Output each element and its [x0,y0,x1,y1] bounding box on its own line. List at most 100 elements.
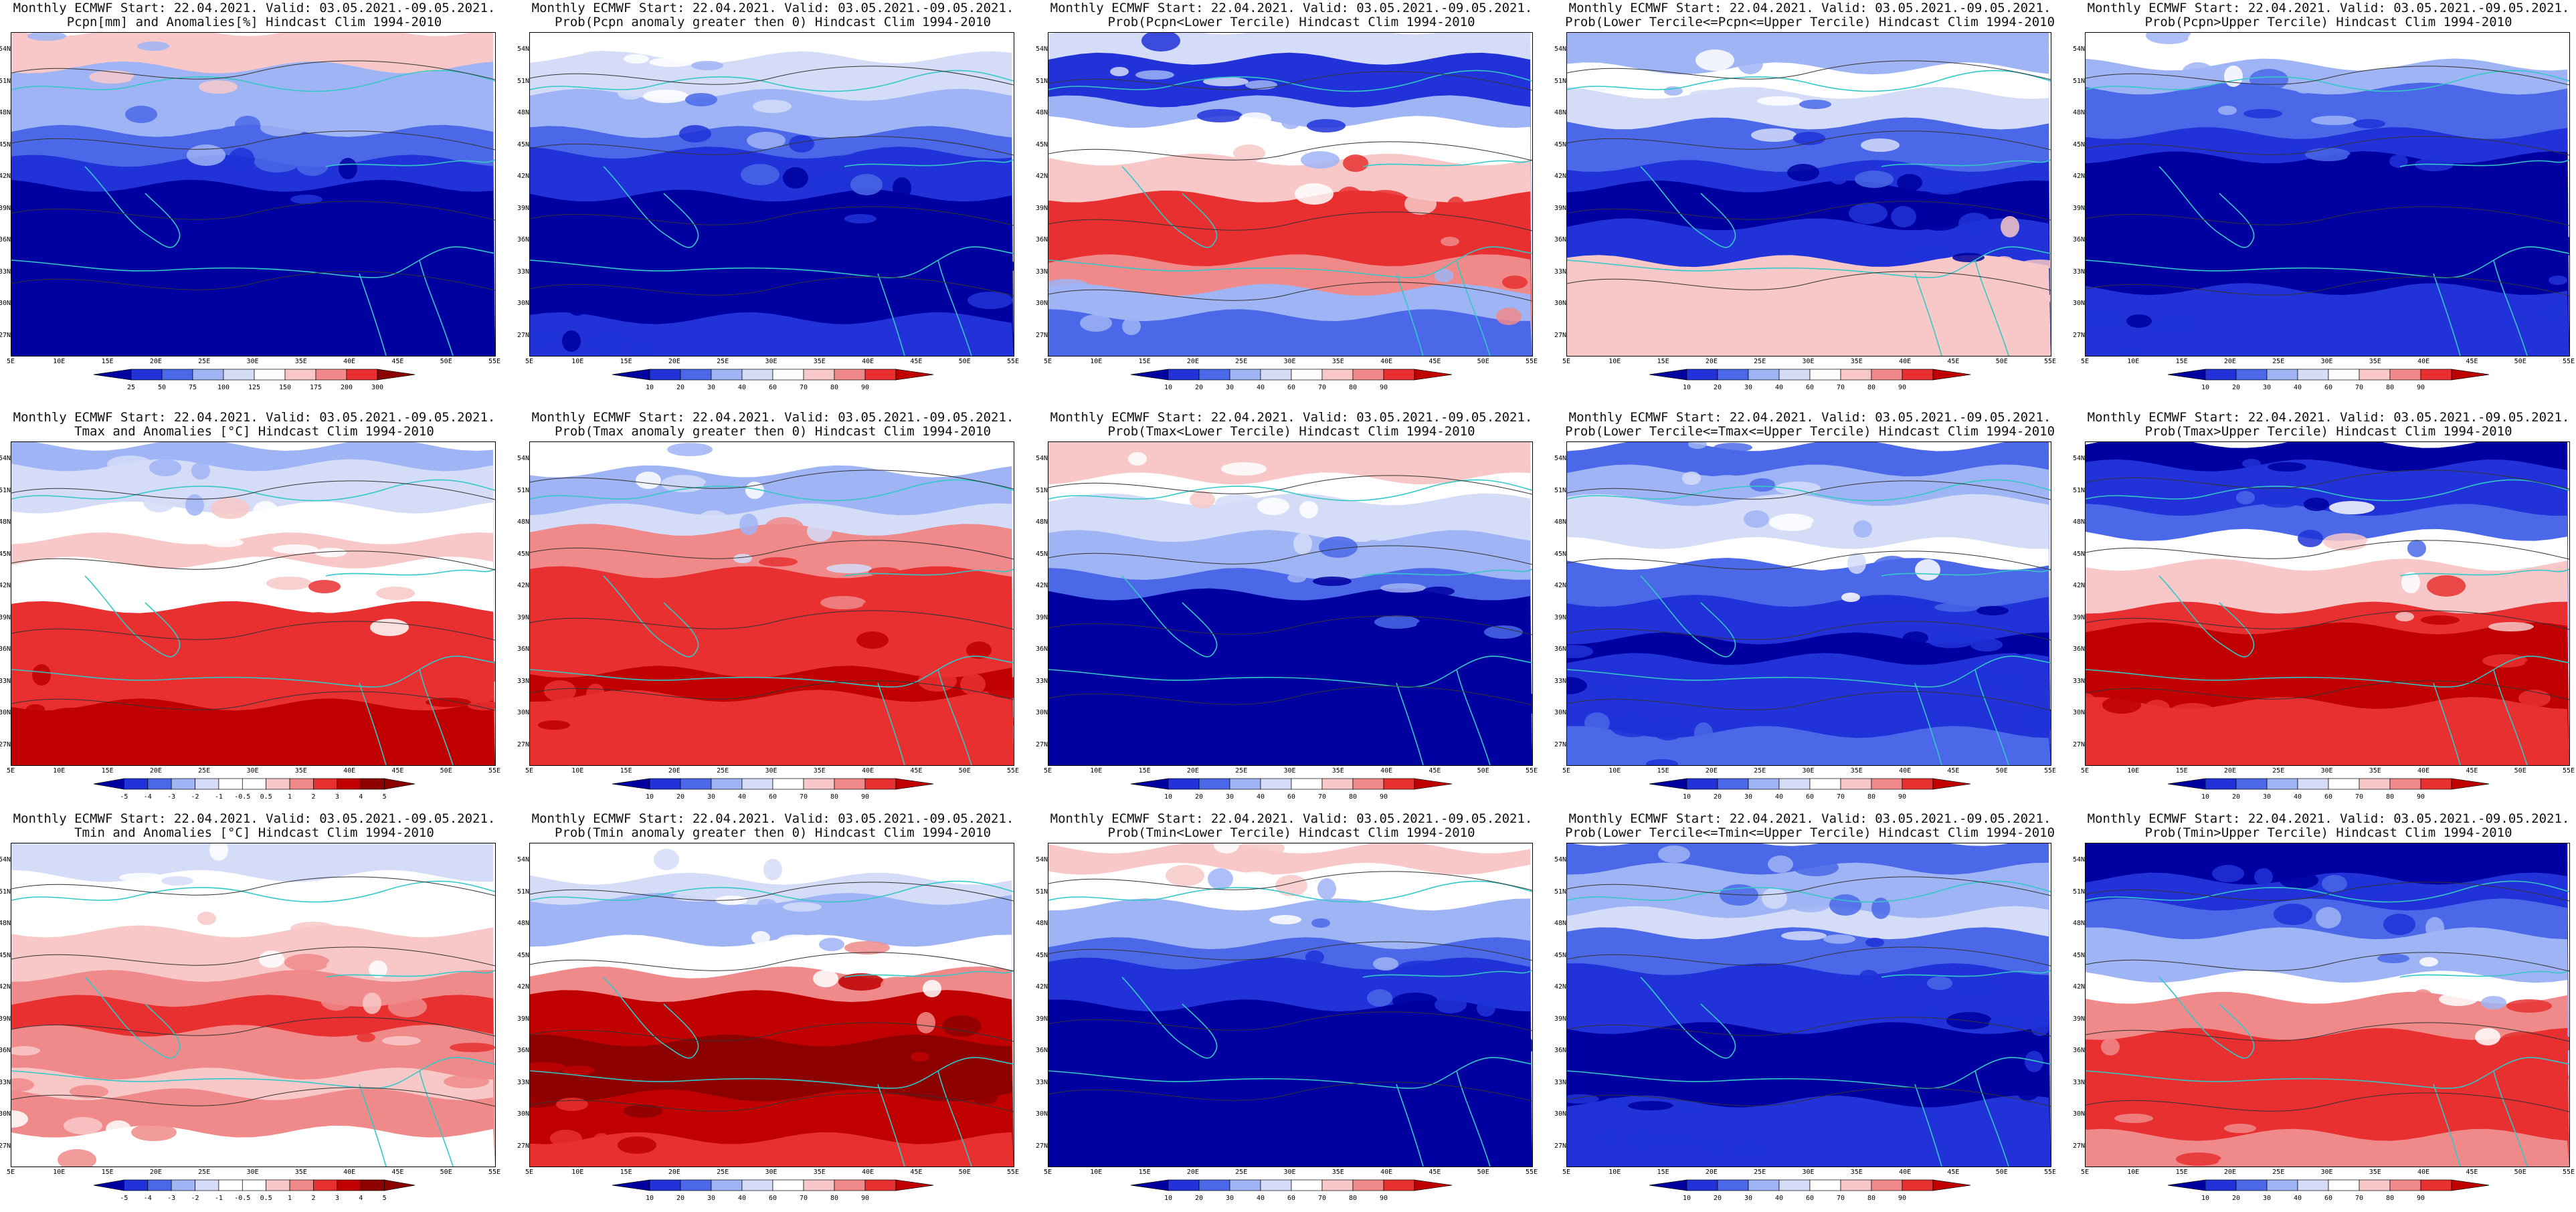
field-blob [64,67,89,80]
color-bar: 10 20 30 40 60 70 80 90 [611,777,935,804]
field-blob [260,119,306,136]
coastline [1048,1057,1532,1089]
forecast-map-panel: Monthly ECMWF Start: 22.04.2021. Valid: … [0,811,509,1212]
field-blob [2469,579,2494,600]
forecast-map-panel: Monthly ECMWF Start: 22.04.2021. Valid: … [517,409,1027,811]
color-bar-label: 40 [2293,1195,2302,1202]
field-blob [826,564,872,573]
color-bar-swatch [1649,778,1687,790]
field-blob [450,308,482,329]
field-blob [2126,314,2152,328]
field-blob [187,144,225,166]
color-bar: 10 20 30 40 60 70 80 90 [2167,1179,2490,1205]
lon-tick-label: 55E [2562,767,2575,775]
field-blob [1299,501,1318,518]
coastline [530,880,1014,903]
coastline [1048,655,1532,688]
lon-tick-label: 5E [1562,358,1571,365]
panel-title-line1: Monthly ECMWF Start: 22.04.2021. Valid: … [13,1,496,15]
field-blob [881,249,899,263]
field-blob [1622,1133,1667,1146]
color-bar-label: 90 [1898,793,1907,801]
lat-tick-label: 33N [1036,677,1048,685]
color-bar-swatch [649,1179,681,1191]
field-blob [2249,69,2288,90]
field-blob [875,1009,907,1030]
contour-line [2086,680,2569,700]
lat-tick-label: 27N [1036,740,1048,748]
field-blob [2383,187,2402,204]
field-blob [1441,237,1459,246]
field-blob [1714,443,1752,452]
coastline [2493,1070,2528,1167]
lat-tick-label: 39N [1036,1015,1048,1023]
field-blob [2470,229,2516,250]
lon-tick-label: 10E [1090,1169,1103,1176]
field-blob [2095,1070,2114,1092]
color-bar-swatch [124,778,149,790]
lon-tick-label: 20E [2223,1169,2236,1176]
color-bar-swatch [1649,369,1687,381]
field-blob [1269,915,1301,924]
color-bar-label: 100 [217,384,230,391]
color-bar-label: 20 [2231,384,2241,391]
field-blob [265,918,290,932]
field-blob [1682,472,1701,485]
coastline [1456,669,1491,765]
field-blob [444,1075,489,1088]
coastline [1121,977,1218,1059]
color-bar-swatch [1414,369,1453,381]
field-blob [1429,1028,1461,1049]
color-bar-svg [1649,778,1971,790]
field-blob [2347,878,2393,896]
color-bar-swatch [1871,1179,1903,1191]
field-blob [1203,77,1249,86]
lon-tick-label: 10E [2127,1169,2140,1176]
coastline [844,569,1014,577]
field-blob [173,77,192,90]
field-blob [125,106,157,123]
coastline [1640,166,1736,248]
field-blob [1404,193,1437,215]
field-blob [314,548,347,557]
lat-tick-label: 51N [1036,486,1048,494]
color-bar-swatch [1717,778,1749,790]
field-blob [2482,654,2528,668]
color-bar-label: 90 [2416,1195,2425,1202]
field-blob [1135,70,1174,80]
color-bar-swatch [1778,778,1811,790]
field-blob [923,980,941,997]
field-blob [2524,658,2557,671]
color-bar-swatch [289,778,314,790]
map-area [2085,843,2570,1167]
field-blob [1197,109,1243,122]
field-blob [1305,950,1324,964]
color-bar-label: 20 [1194,1195,1204,1202]
field-blob [2457,651,2482,664]
lon-tick-label: 35E [294,358,307,365]
color-bar-swatch [2266,1179,2298,1191]
field-blob [1477,999,1495,1017]
map-area [529,32,1014,357]
field-blob [2108,664,2147,678]
lon-tick-label: 10E [571,1169,584,1176]
field-blob [661,475,707,492]
field-blob [1368,158,1414,175]
contour-line [1048,141,1532,161]
field-blob [2280,144,2305,158]
field-blob [52,708,90,717]
panel-title-line2: Prob(Tmin<Lower Tercile) Hindcast Clim 1… [1107,825,1475,840]
field-blob [1048,279,1089,292]
field-blob [1732,1143,1770,1156]
field-blob [1074,33,1106,45]
field-blob [1750,478,1775,492]
coastline [359,682,387,765]
color-bar: -5 -4 -3 -2 -1 -0.5 0.5 1 2 3 4 5 [92,1179,416,1205]
field-blob [1689,90,1728,99]
color-bar: 10 20 30 40 60 70 80 90 [1648,1179,1972,1205]
contour-line [1567,876,2051,896]
field-blob [574,756,593,765]
color-bar-swatch [1778,1179,1811,1191]
lat-tick-label: 30N [1554,300,1567,307]
color-bar-swatch [1229,778,1261,790]
